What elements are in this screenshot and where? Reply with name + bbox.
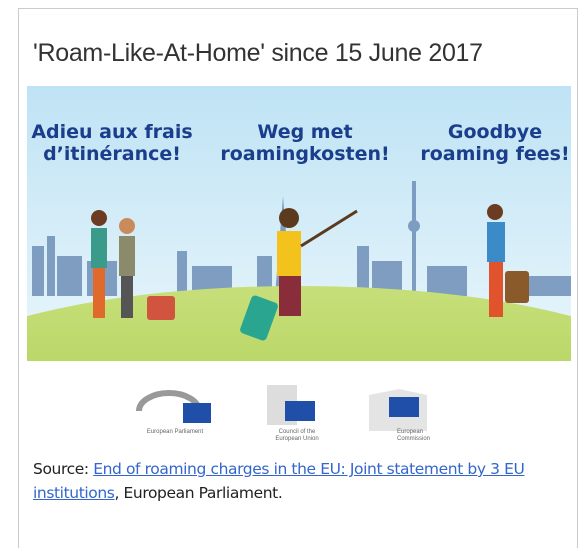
infobox: 'Roam-Like-At-Home' since 15 June 2017 [18, 8, 578, 548]
slogan: Adieu aux frais [31, 121, 192, 143]
logo-caption: Council of the [279, 429, 316, 435]
caption-suffix: , European Parliament. [114, 484, 282, 502]
logo-caption: European Parliament [147, 429, 204, 435]
logo-council [267, 385, 315, 425]
slogan: roaming fees! [420, 143, 569, 165]
logo-ep [139, 393, 211, 423]
logo-caption: European Union [275, 436, 318, 442]
logo-caption: European [397, 429, 423, 435]
logo-caption: Commission [397, 436, 430, 442]
logo-commission [369, 389, 427, 431]
slogan: Goodbye [448, 121, 542, 143]
caption-prefix: Source: [33, 460, 93, 478]
caption: Source: End of roaming charges in the EU… [33, 457, 573, 505]
slogan: d’itinérance! [43, 143, 181, 165]
slogan: Weg met [257, 121, 352, 143]
infobox-title: 'Roam-Like-At-Home' since 15 June 2017 [33, 39, 483, 68]
slogan: roamingkosten! [220, 143, 389, 165]
